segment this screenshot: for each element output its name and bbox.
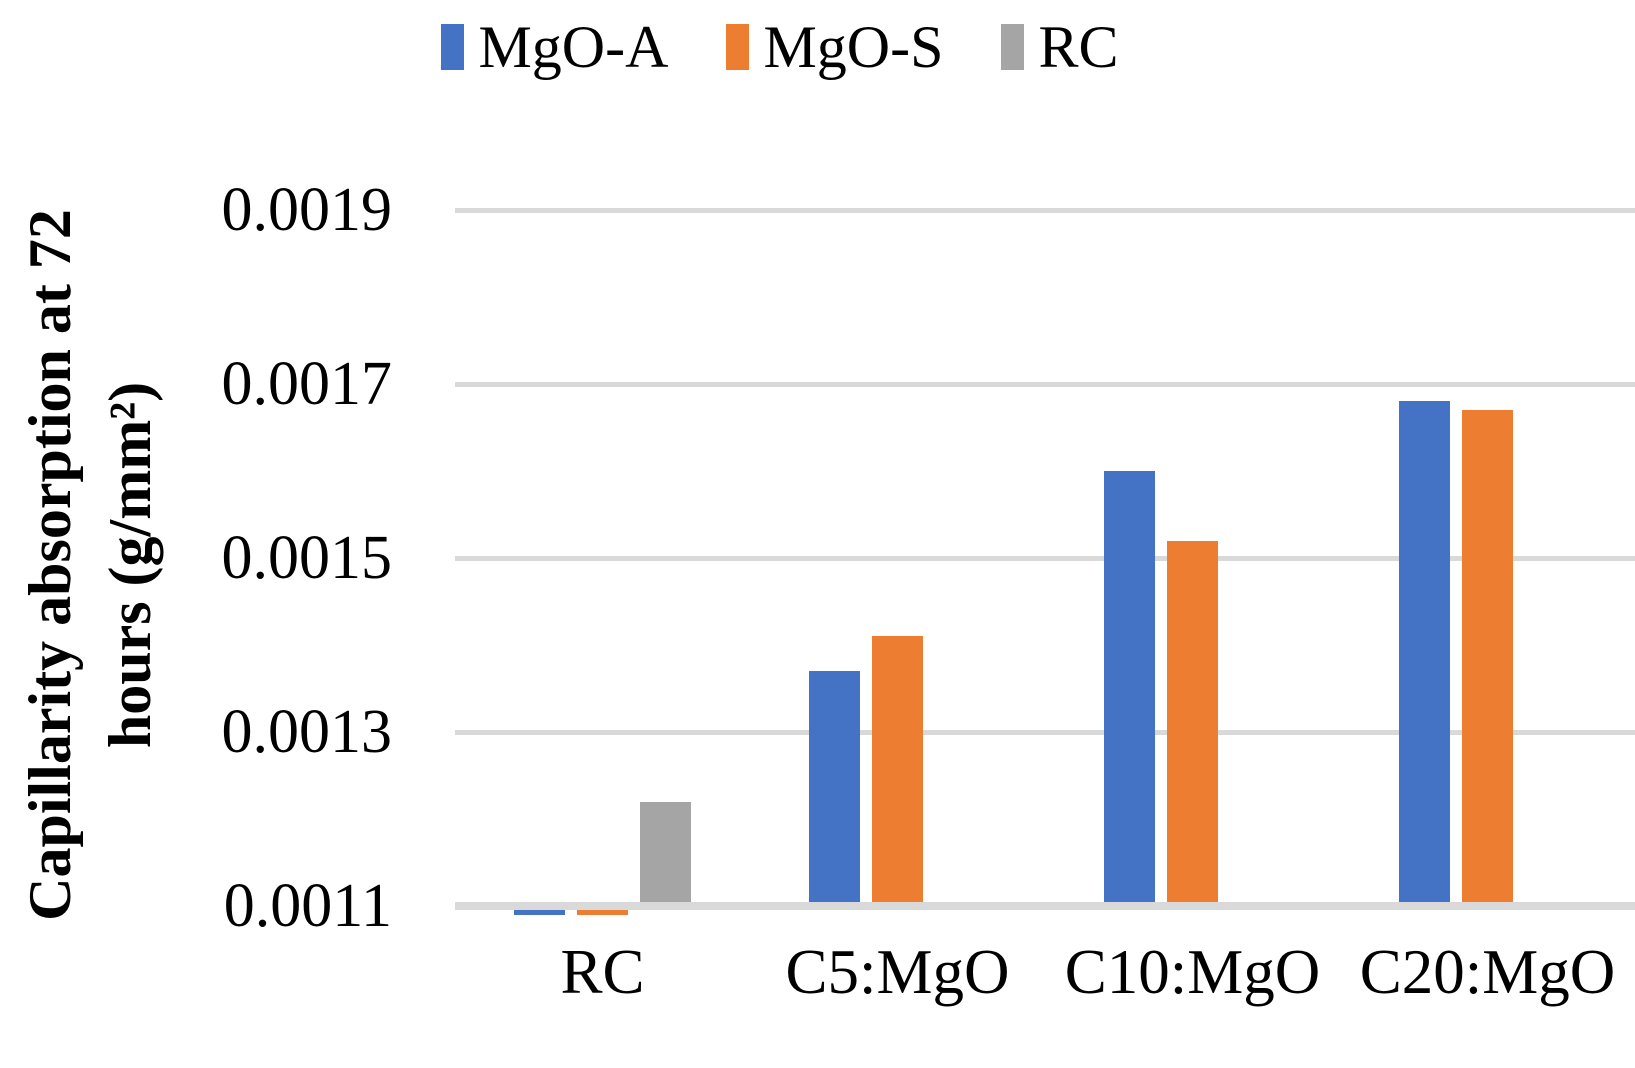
- x-axis-line: [455, 902, 1635, 910]
- x-tick-label: RC: [560, 937, 645, 1007]
- gridline: [455, 207, 1635, 213]
- legend-swatch-icon: [1001, 24, 1025, 70]
- bar-c10mgo-mgo-a: [1104, 471, 1155, 906]
- x-tick-label: C10:MgO: [1064, 937, 1321, 1007]
- legend-item-rc: RC: [1001, 14, 1119, 80]
- gridline: [455, 729, 1635, 735]
- bar-rc-rc: [640, 801, 691, 906]
- y-tick-label: 0.0019: [221, 176, 393, 244]
- bar-c10mgo-mgo-s: [1167, 540, 1218, 906]
- legend-item-mgo-s: MgO-S: [726, 17, 943, 77]
- y-tick-label: 0.0013: [221, 698, 393, 766]
- gridline: [455, 381, 1635, 387]
- y-tick-label: 0.0011: [223, 872, 392, 940]
- bar-rc-mgo-a: [514, 906, 565, 915]
- legend-label: MgO-A: [478, 14, 669, 80]
- plot-area: [455, 207, 1635, 915]
- bar-c20mgo-mgo-s: [1462, 410, 1513, 906]
- y-tick-label: 0.0017: [221, 350, 393, 418]
- x-tick-label: C20:MgO: [1359, 937, 1616, 1007]
- legend-item-mgo-a: MgO-A: [441, 17, 668, 77]
- y-tick-label: 0.0015: [221, 524, 393, 592]
- legend: MgO-A MgO-S RC: [0, 14, 1560, 80]
- gridline: [455, 555, 1635, 561]
- bar-c5mgo-mgo-s: [872, 636, 923, 906]
- bar-c5mgo-mgo-a: [809, 671, 860, 906]
- legend-label: RC: [1038, 14, 1119, 80]
- bar-rc-mgo-s: [577, 906, 628, 915]
- legend-label: MgO-S: [763, 14, 944, 80]
- y-axis-title-line1: Capillarity absorption at 72: [17, 209, 83, 921]
- bar-c20mgo-mgo-a: [1399, 401, 1450, 906]
- x-tick-label: C5:MgO: [785, 937, 1010, 1007]
- legend-swatch-icon: [726, 24, 750, 70]
- legend-swatch-icon: [441, 24, 465, 70]
